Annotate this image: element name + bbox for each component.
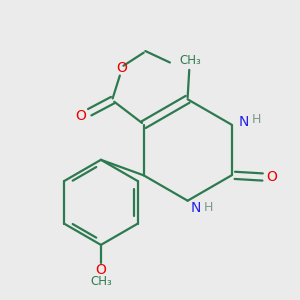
Text: O: O (95, 263, 106, 278)
Text: CH₃: CH₃ (179, 53, 201, 67)
Text: O: O (266, 170, 277, 184)
Text: N: N (190, 201, 201, 215)
Text: O: O (116, 61, 127, 75)
Text: H: H (252, 113, 261, 126)
Text: H: H (203, 201, 213, 214)
Text: CH₃: CH₃ (90, 275, 112, 288)
Text: N: N (239, 115, 249, 129)
Text: O: O (76, 110, 86, 124)
